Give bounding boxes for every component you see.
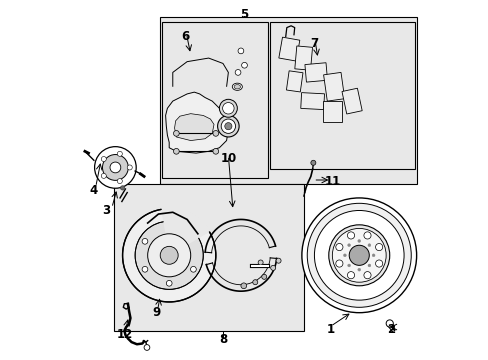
Circle shape xyxy=(241,283,246,289)
Circle shape xyxy=(219,99,237,117)
Text: 6: 6 xyxy=(181,30,189,43)
Text: 2: 2 xyxy=(386,323,395,336)
Circle shape xyxy=(110,162,121,173)
Circle shape xyxy=(102,154,128,180)
FancyBboxPatch shape xyxy=(300,93,324,109)
FancyBboxPatch shape xyxy=(323,72,344,101)
Circle shape xyxy=(306,203,410,307)
Circle shape xyxy=(347,271,354,279)
Bar xyxy=(113,184,303,330)
Circle shape xyxy=(363,232,370,239)
Circle shape xyxy=(135,221,203,289)
FancyBboxPatch shape xyxy=(305,63,327,82)
Ellipse shape xyxy=(234,85,240,89)
FancyBboxPatch shape xyxy=(341,88,362,114)
Circle shape xyxy=(94,147,136,188)
Circle shape xyxy=(371,254,374,257)
Circle shape xyxy=(375,243,382,251)
Circle shape xyxy=(357,239,360,242)
Circle shape xyxy=(212,148,218,154)
Bar xyxy=(160,17,416,184)
Text: 10: 10 xyxy=(220,152,236,165)
Circle shape xyxy=(160,246,178,264)
Text: 3: 3 xyxy=(102,204,110,217)
Circle shape xyxy=(261,274,266,279)
Circle shape xyxy=(357,268,360,271)
Text: 8: 8 xyxy=(219,333,226,346)
FancyBboxPatch shape xyxy=(286,71,303,92)
Circle shape xyxy=(258,260,263,265)
Wedge shape xyxy=(161,207,211,255)
Circle shape xyxy=(347,232,354,239)
Circle shape xyxy=(375,260,382,267)
Circle shape xyxy=(328,225,389,286)
Circle shape xyxy=(343,254,346,257)
Polygon shape xyxy=(174,114,214,140)
Circle shape xyxy=(122,209,215,302)
Circle shape xyxy=(117,151,122,156)
Circle shape xyxy=(120,186,124,190)
Circle shape xyxy=(101,157,106,162)
Circle shape xyxy=(238,48,244,54)
Circle shape xyxy=(335,243,342,251)
Circle shape xyxy=(144,345,149,350)
Circle shape xyxy=(224,123,231,130)
FancyBboxPatch shape xyxy=(278,37,299,61)
Bar xyxy=(269,22,414,169)
Circle shape xyxy=(386,320,392,327)
Text: 5: 5 xyxy=(240,8,248,21)
Circle shape xyxy=(367,264,370,267)
Circle shape xyxy=(276,258,281,263)
Circle shape xyxy=(335,260,342,267)
FancyBboxPatch shape xyxy=(322,101,341,122)
Ellipse shape xyxy=(232,83,242,90)
Circle shape xyxy=(367,244,370,247)
Circle shape xyxy=(173,148,179,154)
Circle shape xyxy=(270,265,275,270)
Circle shape xyxy=(301,198,416,313)
Circle shape xyxy=(190,266,196,272)
Circle shape xyxy=(252,280,257,285)
FancyBboxPatch shape xyxy=(294,46,312,70)
Text: 12: 12 xyxy=(116,328,132,341)
Circle shape xyxy=(235,69,241,75)
Text: 7: 7 xyxy=(310,37,318,50)
Circle shape xyxy=(117,179,122,184)
Circle shape xyxy=(348,245,368,265)
Circle shape xyxy=(363,271,370,279)
Circle shape xyxy=(212,131,218,136)
Circle shape xyxy=(347,244,350,247)
Circle shape xyxy=(217,116,239,137)
Text: 11: 11 xyxy=(324,175,340,188)
Text: 9: 9 xyxy=(152,306,161,319)
Circle shape xyxy=(310,160,315,165)
Polygon shape xyxy=(165,92,228,153)
Text: 4: 4 xyxy=(90,184,98,197)
Circle shape xyxy=(127,165,132,170)
Circle shape xyxy=(173,131,179,136)
Circle shape xyxy=(142,238,147,244)
Circle shape xyxy=(221,119,235,134)
Bar xyxy=(162,22,267,178)
Circle shape xyxy=(142,266,147,272)
Circle shape xyxy=(314,211,403,300)
Circle shape xyxy=(101,174,106,179)
Circle shape xyxy=(241,62,247,68)
Circle shape xyxy=(222,103,234,114)
Text: 1: 1 xyxy=(326,323,334,336)
Circle shape xyxy=(166,280,172,286)
Circle shape xyxy=(347,264,350,267)
Circle shape xyxy=(147,234,190,277)
Circle shape xyxy=(332,228,386,282)
